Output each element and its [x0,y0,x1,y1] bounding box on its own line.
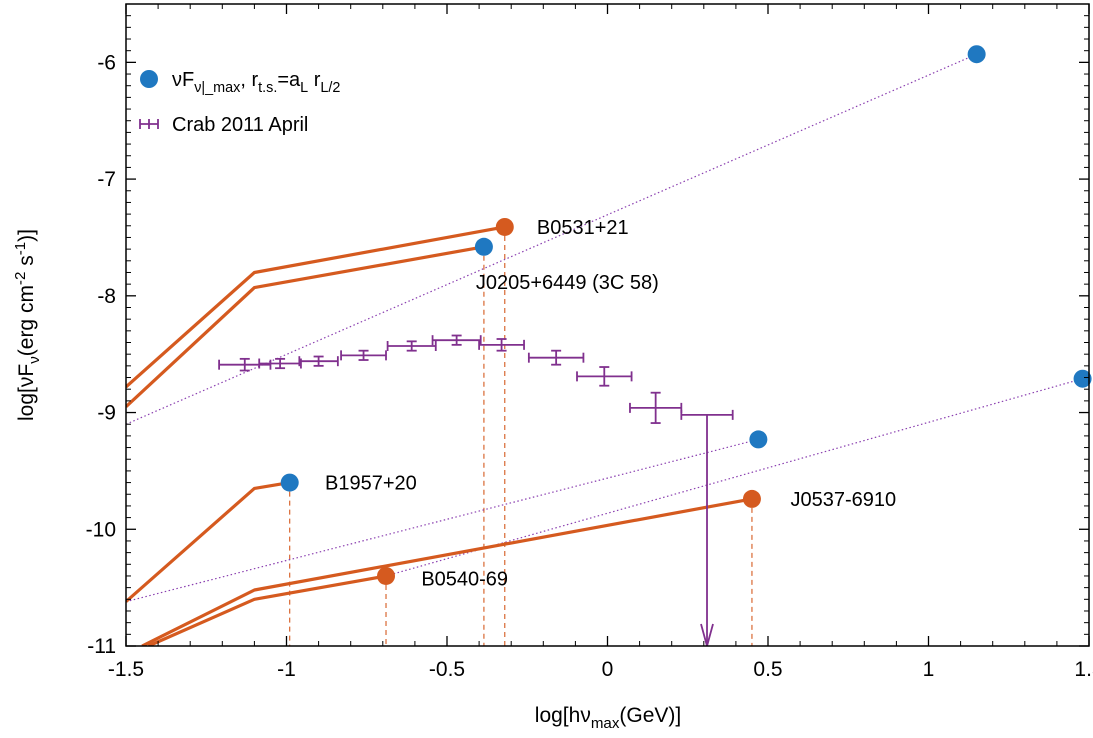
x-tick-label: -1.5 [108,658,144,681]
crab-point [629,391,683,424]
spectrum-endpoint [742,489,761,508]
annotation-label: B0540-69 [421,568,508,590]
crab-point [258,357,302,370]
y-tick-label: -11 [87,635,116,658]
crab-point [340,349,387,361]
legend: νFν|_max​, rt.s.​=aL​ rL/2​ Crab 2011 Apr… [139,69,340,136]
legend-label-crab: Crab 2011 April [172,114,308,136]
peak-point [474,237,493,256]
legend-marker-peak [140,70,158,88]
y-tick-label: -8 [97,285,116,308]
spectrum-line [141,497,753,646]
crab-point [576,366,633,387]
annotations: B0531+21 J0205+6449 (3C 58) B1957+20 J0537-… [325,217,896,590]
peak-point [967,45,986,64]
x-tick-label: -0.5 [429,658,465,681]
annotation-label: B0531+21 [537,217,629,239]
y-tick-label: -7 [97,168,116,191]
spectrum-endpoint [495,217,514,236]
plot-area [126,53,1083,646]
x-tick-label: 0 [602,658,614,681]
spectrum-line [126,481,290,603]
spectrum-line [126,225,506,389]
legend-marker-crab [139,119,159,129]
axis-ticks: -1.5 -1 -0.5 0 0.5 1 1.5 -6 -7 -8 -9 -10 -11 [86,3,1093,681]
peak-point [749,430,768,449]
crab-point [478,338,525,352]
spectrum-endpoint [377,566,396,585]
x-tick-label: 1.5 [1074,658,1093,681]
plot-marks [126,45,1092,646]
dotted-line [126,438,759,603]
x-axis-label: log[hνmax​(GeV)] [535,704,681,732]
peak-point [280,473,299,492]
x-tick-label: 1 [923,658,935,681]
x-tick-label: 0.5 [753,658,782,681]
spectrum-line [147,574,387,646]
crab-point [298,355,339,367]
annotation-label: B1957+20 [325,473,417,495]
spectrum-line [126,245,485,408]
dotted-line [126,53,977,425]
legend-label-peak: νFν|_max​, rt.s.​=aL​ rL/2​ [172,69,340,96]
y-tick-label: -6 [97,51,116,74]
y-axis-label: log[νFν​(erg cm-2​ s-1​)] [12,229,43,421]
crab-upper-limit-arrow [700,623,714,646]
crab-point [680,409,734,646]
y-tick-label: -10 [86,518,116,541]
annotation-label: J0537-6910 [790,489,896,511]
y-tick-label: -9 [97,402,116,425]
annotation-label: J0205+6449 (3C 58) [476,272,659,294]
plot-frame [125,3,1090,647]
crab-point [431,334,482,346]
peak-point [1073,369,1092,388]
crab-point [386,340,437,352]
crab-point [218,357,272,372]
x-tick-label: -1 [277,658,296,681]
crab-point [527,349,585,366]
